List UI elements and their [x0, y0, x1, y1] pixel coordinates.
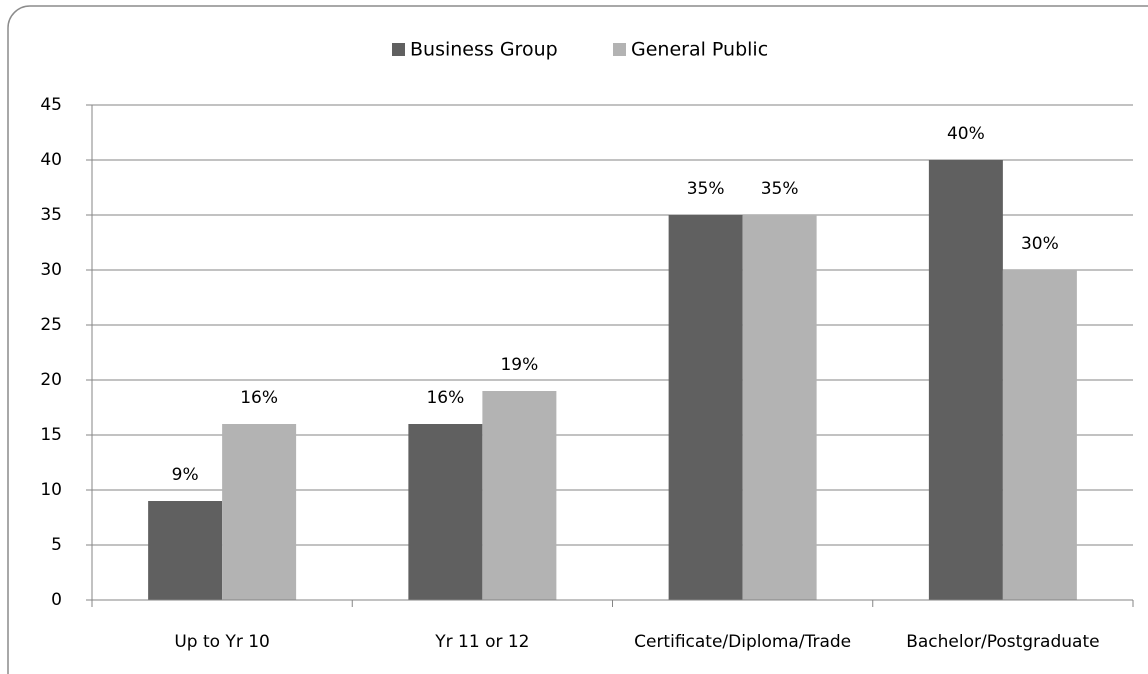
data-label: 30% [1021, 234, 1059, 254]
y-tick-label: 0 [51, 590, 62, 610]
y-tick-label: 30 [40, 260, 62, 280]
bar [408, 424, 483, 600]
data-label: 16% [240, 388, 278, 408]
y-tick-label: 10 [40, 480, 62, 500]
legend-swatch [392, 43, 405, 56]
bar [482, 391, 557, 600]
bar [1002, 270, 1077, 600]
data-label: 35% [687, 179, 725, 199]
data-label: 35% [761, 179, 799, 199]
y-tick-label: 40 [40, 150, 62, 170]
x-tick-label: Certificate/Diploma/Trade [634, 632, 851, 652]
bar [928, 160, 1003, 600]
y-tick-label: 25 [40, 315, 62, 335]
legend-label: Business Group [410, 39, 558, 61]
data-label: 40% [947, 124, 985, 144]
x-tick-label: Up to Yr 10 [174, 632, 270, 652]
legend-label: General Public [631, 39, 768, 61]
data-label: 19% [500, 355, 538, 375]
y-tick-label: 35 [40, 205, 62, 225]
data-label: 9% [172, 465, 199, 485]
bar [668, 215, 743, 600]
y-tick-label: 20 [40, 370, 62, 390]
legend-swatch [613, 43, 626, 56]
data-label: 16% [426, 388, 464, 408]
x-tick-label: Bachelor/Postgraduate [906, 632, 1099, 652]
bar [742, 215, 817, 600]
y-tick-label: 45 [40, 95, 62, 115]
x-tick-label: Yr 11 or 12 [434, 632, 529, 652]
bar [148, 501, 223, 600]
bar [222, 424, 297, 600]
y-tick-label: 5 [51, 535, 62, 555]
y-tick-label: 15 [40, 425, 62, 445]
